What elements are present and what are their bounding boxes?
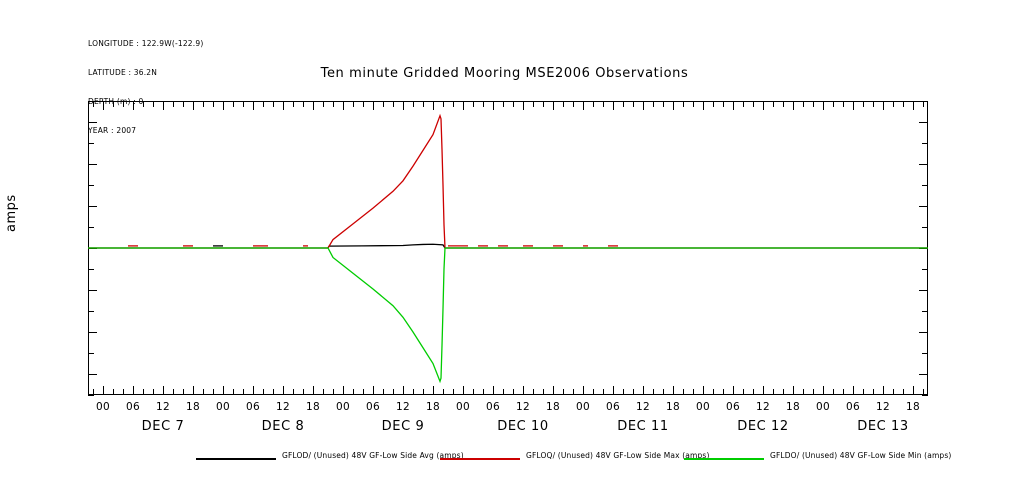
x-axis-day-label: DEC 9 xyxy=(381,419,425,434)
x-tick-hour-label: 06 xyxy=(366,401,380,413)
legend-label: GFLOQ/ (Unused) 48V GF-Low Side Max (amp… xyxy=(526,451,710,460)
x-axis-day-label: DEC 7 xyxy=(141,419,185,434)
legend-swatch xyxy=(196,458,276,460)
x-tick-hour-label: 00 xyxy=(336,401,350,413)
legend-label: GFLDO/ (Unused) 48V GF-Low Side Min (amp… xyxy=(770,451,952,460)
legend-swatch xyxy=(684,458,764,460)
x-axis-day-label: DEC 12 xyxy=(737,419,789,434)
x-tick-hour-label: 06 xyxy=(246,401,260,413)
x-tick-hour-label: 12 xyxy=(276,401,290,413)
x-tick-hour-label: 18 xyxy=(786,401,800,413)
x-tick-hour-label: 00 xyxy=(816,401,830,413)
x-tick-hour-label: 00 xyxy=(576,401,590,413)
x-tick-hour-label: 12 xyxy=(516,401,530,413)
x-tick-hour-label: 12 xyxy=(756,401,770,413)
x-tick-hour-label: 12 xyxy=(396,401,410,413)
x-tick-hour-label: 06 xyxy=(486,401,500,413)
chart-title: Ten minute Gridded Mooring MSE2006 Obser… xyxy=(320,66,689,81)
x-tick-hour-label: 06 xyxy=(126,401,140,413)
x-tick-hour-label: 18 xyxy=(186,401,200,413)
x-tick-hour-label: 06 xyxy=(726,401,740,413)
legend: GFLOD/ (Unused) 48V GF-Low Side Avg (amp… xyxy=(0,450,1009,472)
x-tick-hour-label: 18 xyxy=(906,401,920,413)
x-tick-hour-label: 00 xyxy=(96,401,110,413)
x-tick-hour-label: 06 xyxy=(846,401,860,413)
series-line-2 xyxy=(88,247,928,384)
x-tick-hour-label: 00 xyxy=(696,401,710,413)
x-tick-hour-label: 18 xyxy=(306,401,320,413)
metadata-year: YEAR : 2007 xyxy=(88,125,137,135)
x-tick-hour-label: 18 xyxy=(546,401,560,413)
x-axis-day-label: DEC 10 xyxy=(497,419,549,434)
x-tick-hour-label: 06 xyxy=(606,401,620,413)
x-tick-hour-label: 00 xyxy=(216,401,230,413)
x-tick-hour-label: 12 xyxy=(636,401,650,413)
legend-label: GFLOD/ (Unused) 48V GF-Low Side Avg (amp… xyxy=(282,451,464,460)
x-tick-hour-label: 12 xyxy=(876,401,890,413)
x-tick-hour-label: 00 xyxy=(456,401,470,413)
metadata-latitude: LATITUDE : 36.2N xyxy=(88,67,158,77)
x-tick-hour-label: 12 xyxy=(156,401,170,413)
plot-area xyxy=(88,113,928,384)
x-tick-hour-label: 18 xyxy=(666,401,680,413)
metadata-longitude: LONGITUDE : 122.9W(-122.9) xyxy=(88,39,204,49)
x-axis-day-label: DEC 8 xyxy=(261,419,305,434)
x-tick-hour-label: 18 xyxy=(426,401,440,413)
x-axis-day-label: DEC 11 xyxy=(617,419,669,434)
x-axis-day-label: DEC 13 xyxy=(857,419,909,434)
legend-swatch xyxy=(440,458,520,460)
